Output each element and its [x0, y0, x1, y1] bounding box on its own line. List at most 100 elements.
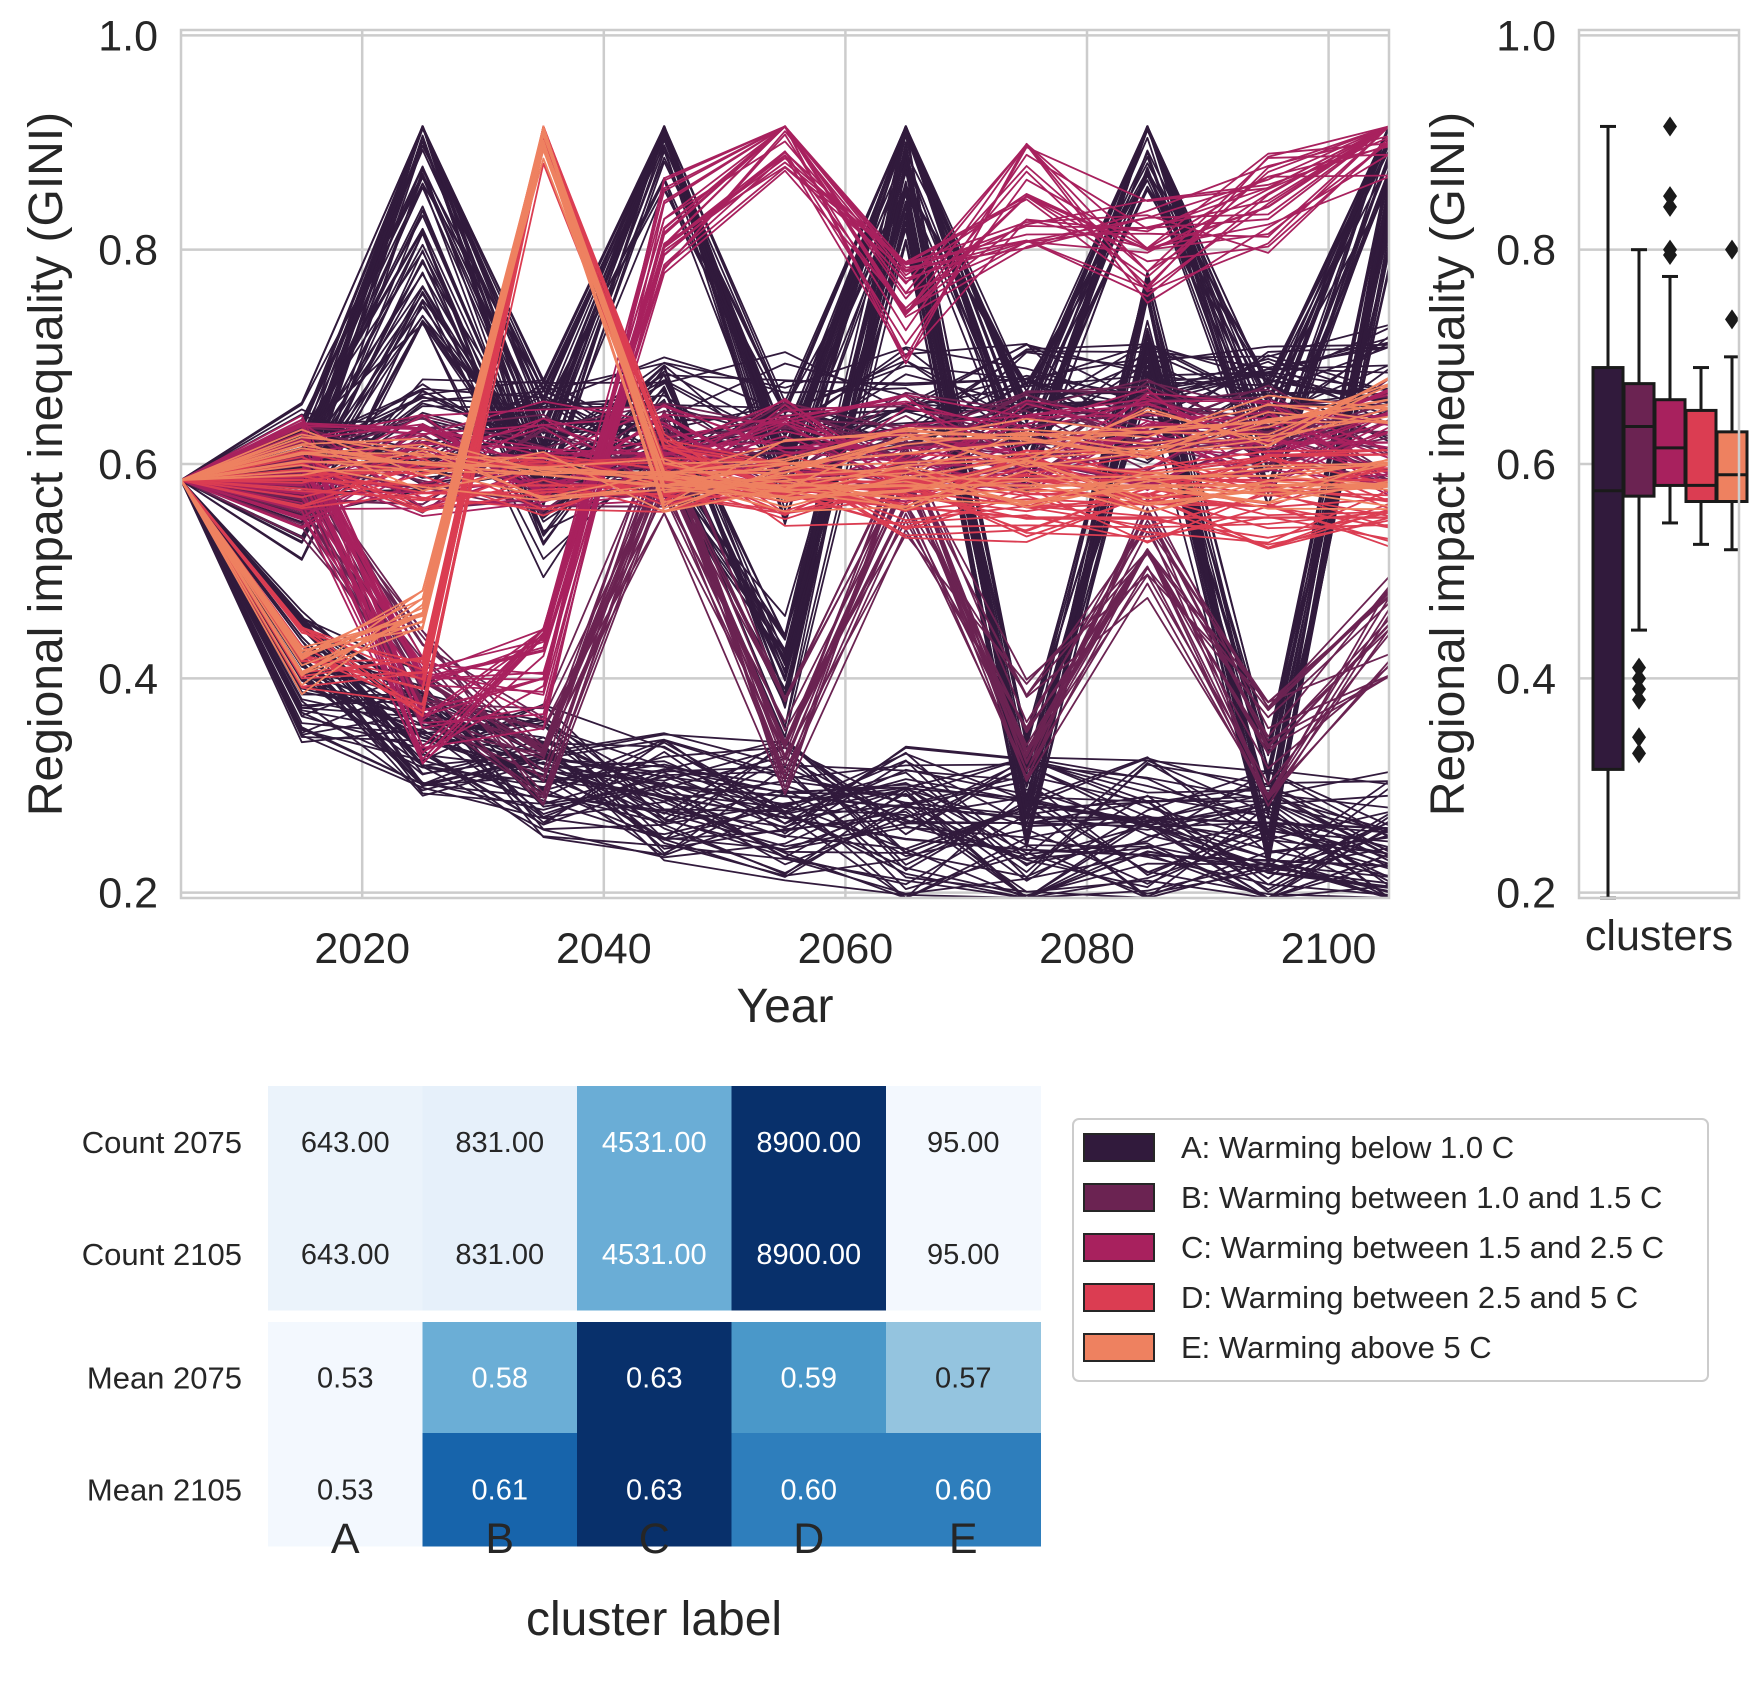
legend-swatch-C	[1083, 1233, 1155, 1262]
series-E-line	[181, 141, 1389, 676]
heatmap-cell-label: 4531.00	[602, 1127, 707, 1159]
series-C-line	[181, 125, 1389, 761]
y-tick-label: 0.2	[98, 870, 158, 918]
series-E-line	[181, 436, 1389, 513]
line-chart-ylabel: Regional impact inequality (GINI)	[20, 112, 73, 816]
series-D-line	[181, 125, 1389, 681]
legend-swatch-B	[1083, 1183, 1155, 1212]
heatmap-cell-label: 643.00	[301, 1127, 390, 1159]
heatmap-cell-label: 0.57	[935, 1363, 991, 1395]
y-tick-label: 1.0	[1496, 12, 1556, 60]
series-E-line	[181, 141, 1389, 653]
x-tick-label: 2080	[1039, 925, 1135, 973]
boxplot-ylabel: Regional impact inequality (GINI)	[1422, 112, 1475, 816]
series-A-line	[181, 479, 1389, 880]
box-B-outlier	[1632, 657, 1646, 678]
series-A-line	[181, 479, 1389, 886]
box-C-outlier	[1663, 186, 1677, 207]
series-A-line	[181, 341, 1389, 481]
heatmap-cell	[577, 1198, 732, 1311]
heatmap-cell	[731, 1198, 887, 1311]
box-E-outlier	[1725, 309, 1739, 330]
series-E-line	[181, 433, 1389, 511]
series-A-line	[181, 479, 1389, 883]
heatmap-cell-label: 643.00	[301, 1239, 390, 1271]
heatmap-cell-label: 95.00	[927, 1127, 1000, 1159]
heatmap-cell	[422, 1322, 578, 1434]
heatmap-cell	[731, 1086, 887, 1199]
series-E-line	[181, 144, 1389, 655]
legend-label-E: E: Warming above 5 C	[1181, 1330, 1492, 1365]
box-B-outlier	[1632, 743, 1646, 764]
heatmap-cell-label: 0.60	[781, 1475, 837, 1507]
y-tick-label: 0.4	[1496, 655, 1556, 703]
heatmap-cell-label: 0.60	[935, 1475, 991, 1507]
heatmap-cell	[886, 1198, 1041, 1311]
heatmap-row-label: Mean 2105	[87, 1473, 242, 1508]
legend-swatch-E	[1083, 1333, 1155, 1362]
x-tick-label: 2020	[314, 925, 410, 973]
box-B-outlier	[1632, 689, 1646, 710]
heatmap-row-label: Count 2075	[82, 1125, 242, 1160]
y-tick-label: 0.4	[98, 655, 158, 703]
series-E-line	[181, 444, 1389, 501]
series-A-line	[181, 479, 1389, 857]
heatmap-cell	[886, 1322, 1041, 1434]
heatmap-column-label: E	[949, 1515, 978, 1563]
heatmap-cell-label: 0.53	[317, 1475, 373, 1507]
legend-swatch-A	[1083, 1133, 1155, 1162]
series-B-line	[181, 435, 1389, 799]
y-tick-label: 0.8	[1496, 227, 1556, 275]
line-chart-xlabel: Year	[737, 980, 834, 1033]
legend: A: Warming below 1.0 C B: Warming between…	[1072, 1118, 1709, 1382]
box-B-body	[1622, 382, 1656, 498]
series-D-line	[181, 126, 1389, 674]
series-C-line	[181, 394, 1389, 517]
y-tick-label: 0.8	[98, 227, 158, 275]
heatmap-cell-label: 0.61	[472, 1475, 528, 1507]
heatmap-cell-label: 831.00	[455, 1127, 544, 1159]
heatmap-cell	[268, 1086, 423, 1199]
heatmap-cell-label: 4531.00	[602, 1239, 707, 1271]
heatmap-column-label: A	[331, 1515, 360, 1563]
series-E-line	[181, 451, 1389, 509]
series-A-line	[181, 479, 1389, 895]
heatmap-cell	[731, 1433, 887, 1547]
series-B-line	[181, 423, 1389, 789]
series-A-line	[181, 133, 1389, 781]
series-E-line	[181, 130, 1389, 661]
series-E-line	[181, 458, 1389, 504]
heatmap-cell-label: 0.53	[317, 1363, 373, 1395]
box-D-body	[1684, 408, 1718, 504]
box-C-outlier	[1663, 239, 1677, 260]
legend-label-C: C: Warming between 1.5 and 2.5 C	[1181, 1230, 1664, 1265]
series-C-line	[181, 405, 1389, 485]
heatmap-cell	[422, 1086, 578, 1199]
heatmap-column-label: C	[639, 1515, 670, 1563]
boxplot-frame	[1577, 28, 1741, 900]
box-B-outlier	[1632, 679, 1646, 700]
series-C-line	[181, 125, 1389, 671]
legend-swatch-D	[1083, 1283, 1155, 1312]
series-E-line	[181, 127, 1389, 695]
legend-label-D: D: Warming between 2.5 and 5 C	[1181, 1280, 1638, 1315]
heatmap-cell-label: 95.00	[927, 1239, 1000, 1271]
line-chart-frame	[179, 28, 1391, 900]
legend-label-B: B: Warming between 1.0 and 1.5 C	[1181, 1180, 1662, 1215]
heatmap-cell	[886, 1086, 1041, 1199]
series-C-line	[181, 140, 1389, 754]
box-B-outlier	[1632, 727, 1646, 748]
heatmap-cell	[422, 1433, 578, 1547]
series-A-line	[181, 125, 1389, 487]
heatmap-cell	[577, 1086, 732, 1199]
heatmap-xlabel: cluster label	[526, 1593, 782, 1646]
y-tick-label: 0.6	[98, 441, 158, 489]
heatmap-cell-label: 8900.00	[756, 1127, 861, 1159]
series-B-line	[181, 448, 1389, 805]
heatmap-cell	[268, 1198, 423, 1311]
box-C-body	[1653, 398, 1687, 487]
legend-frame	[1072, 1118, 1709, 1382]
heatmap-cell-label: 0.58	[472, 1363, 528, 1395]
y-tick-label: 1.0	[98, 12, 158, 60]
